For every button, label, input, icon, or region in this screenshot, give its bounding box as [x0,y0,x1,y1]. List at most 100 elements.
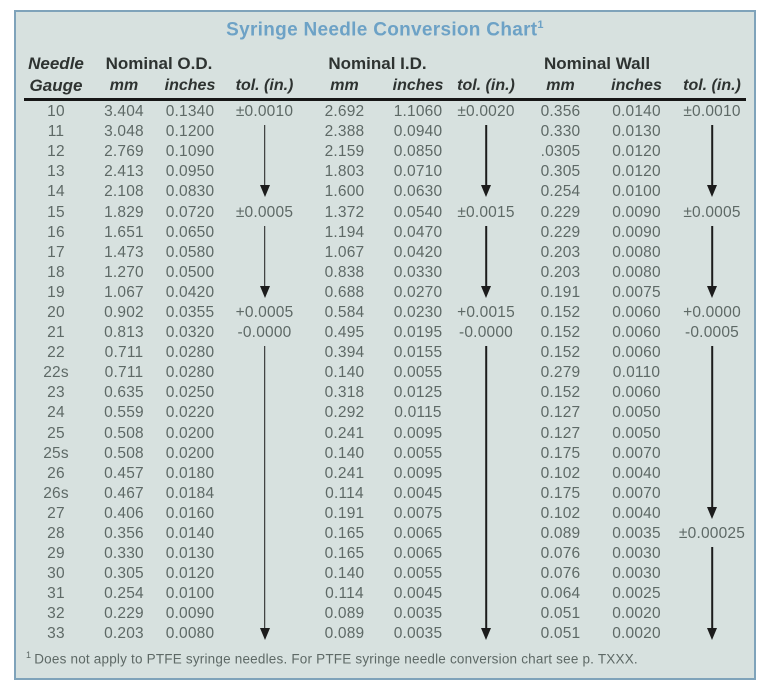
header-id-tol: tol. (in.) [457,77,515,94]
od-inches-cell: 0.0650 [165,223,215,241]
id-inches-cell: 0.0470 [393,223,443,241]
id-inches-cell: 0.0940 [393,123,443,141]
conversion-chart-panel: Syringe Needle Conversion Chart1 Needle … [14,10,756,680]
od-mm-cell: 0.508 [104,444,144,462]
wall-inches-cell: 0.0100 [612,183,661,201]
footnote-text: Does not apply to PTFE syringe needles. … [34,651,638,667]
id-inches-cell: 0.0230 [393,303,443,321]
wall-mm-cell: 0.127 [540,424,581,442]
table-row: 20 0.902 0.0355 +0.0005 0.584 0.0230 +0.0015 0.… [19,303,754,323]
title-footnote-marker: 1 [537,19,544,31]
od-inches-cell: 0.0320 [165,324,215,342]
id-mm-cell: 0.114 [325,484,364,502]
id-inches-cell: 0.0055 [393,444,443,462]
wall-tol-cell: +0.0000 [683,303,741,321]
id-inches-cell: 0.0540 [393,203,443,221]
id-mm-cell: 0.089 [324,605,365,623]
wall-mm-cell: 0.254 [540,183,581,201]
wall-mm-cell: 0.191 [540,283,581,301]
gauge-cell: 26s [43,484,69,502]
od-mm-cell: 0.559 [104,404,144,422]
arrow-head-icon [481,627,491,640]
table-row: 23 0.635 0.0250 0.318 0.0125 0.152 0.0060 [19,383,754,403]
arrow-head-icon [707,507,717,520]
gauge-cell: 19 [47,283,65,301]
id-mm-cell: 2.159 [324,143,365,161]
wall-mm-cell: 0.089 [540,525,581,543]
arrow-head-icon [259,285,270,298]
arrow-shaft [485,125,487,193]
wall-inches-cell: 0.0030 [612,565,661,583]
od-mm-cell: 0.254 [104,585,144,603]
od-inches-cell: 0.0355 [165,303,215,321]
gauge-cell: 24 [47,404,65,422]
wall-mm-cell: .0305 [540,143,581,161]
od-mm-cell: 1.067 [104,283,144,301]
od-mm-cell: 0.711 [104,364,144,382]
wall-mm-cell: 0.152 [540,344,581,362]
id-inches-cell: 0.0075 [393,504,443,522]
gauge-cell: 32 [47,605,65,623]
od-inches-cell: 0.0830 [165,183,215,201]
wall-inches-cell: 0.0130 [612,123,661,141]
arrow-shaft [263,346,266,635]
id-tol-cell: ±0.0020 [457,103,515,121]
od-mm-cell: 0.467 [104,484,144,502]
table-row: 11 3.048 0.1200 2.388 0.0940 0.330 0.0130 [19,122,754,142]
od-mm-cell: 0.229 [104,605,144,623]
wall-mm-cell: 0.330 [540,123,581,141]
table-row: 13 2.413 0.0950 1.803 0.0710 0.305 0.0120 [19,162,754,182]
wall-mm-cell: 0.203 [540,263,581,281]
tolerance-ditto-arrow [706,225,718,298]
id-mm-cell: 0.838 [324,263,365,281]
id-inches-cell: 0.0125 [393,384,443,402]
arrow-head-icon [707,185,717,198]
header-needle: Needle [28,54,84,73]
id-inches-cell: 0.0330 [393,263,443,281]
wall-inches-cell: 0.0035 [612,525,661,543]
wall-mm-cell: 0.064 [540,585,581,603]
od-mm-cell: 0.457 [104,464,144,482]
table-row: 26s 0.467 0.0184 0.114 0.0045 0.175 0.0070 [19,484,754,504]
wall-tol-cell: -0.0005 [685,324,739,342]
wall-mm-cell: 0.152 [540,324,581,342]
table-row: 31 0.254 0.0100 0.114 0.0045 0.064 0.0025 [19,584,754,604]
id-inches-cell: 0.0850 [393,143,443,161]
od-inches-cell: 0.0420 [165,283,215,301]
id-mm-cell: 0.241 [324,424,365,442]
id-mm-cell: 1.803 [324,163,365,181]
gauge-cell: 22s [43,364,69,382]
id-inches-cell: 0.0420 [393,243,443,261]
od-mm-cell: 0.356 [104,525,144,543]
table-row: 32 0.229 0.0090 0.089 0.0035 0.051 0.0020 [19,604,754,624]
wall-mm-cell: 0.229 [540,203,581,221]
page-title-text: Syringe Needle Conversion Chart [226,19,538,41]
od-inches-cell: 0.0184 [165,484,215,502]
od-mm-cell: 1.473 [104,243,144,261]
id-mm-cell: 1.194 [324,223,365,241]
wall-inches-cell: 0.0060 [612,303,661,321]
arrow-head-icon [259,185,270,198]
gauge-cell: 18 [47,263,65,281]
gauge-cell: 20 [47,303,65,321]
wall-inches-cell: 0.0040 [612,504,661,522]
id-inches-cell: 1.1060 [393,103,443,121]
od-mm-cell: 0.305 [104,565,144,583]
footnote-marker: 1 [26,649,32,660]
wall-inches-cell: 0.0060 [612,324,661,342]
od-mm-cell: 0.902 [104,303,144,321]
wall-mm-cell: 0.051 [540,605,581,623]
gauge-cell: 14 [47,183,65,201]
gauge-cell: 31 [47,585,65,603]
od-inches-cell: 0.0200 [165,444,215,462]
gauge-cell: 25s [43,444,69,462]
od-mm-cell: 2.769 [104,143,144,161]
od-inches-cell: 0.0280 [165,364,215,382]
header-wall-inches: inches [611,77,662,94]
gauge-cell: 33 [47,625,65,643]
id-mm-cell: 0.394 [324,344,365,362]
spacer [451,53,521,75]
od-inches-cell: 0.0120 [165,565,215,583]
wall-inches-cell: 0.0090 [612,203,661,221]
id-mm-cell: 0.241 [324,464,365,482]
